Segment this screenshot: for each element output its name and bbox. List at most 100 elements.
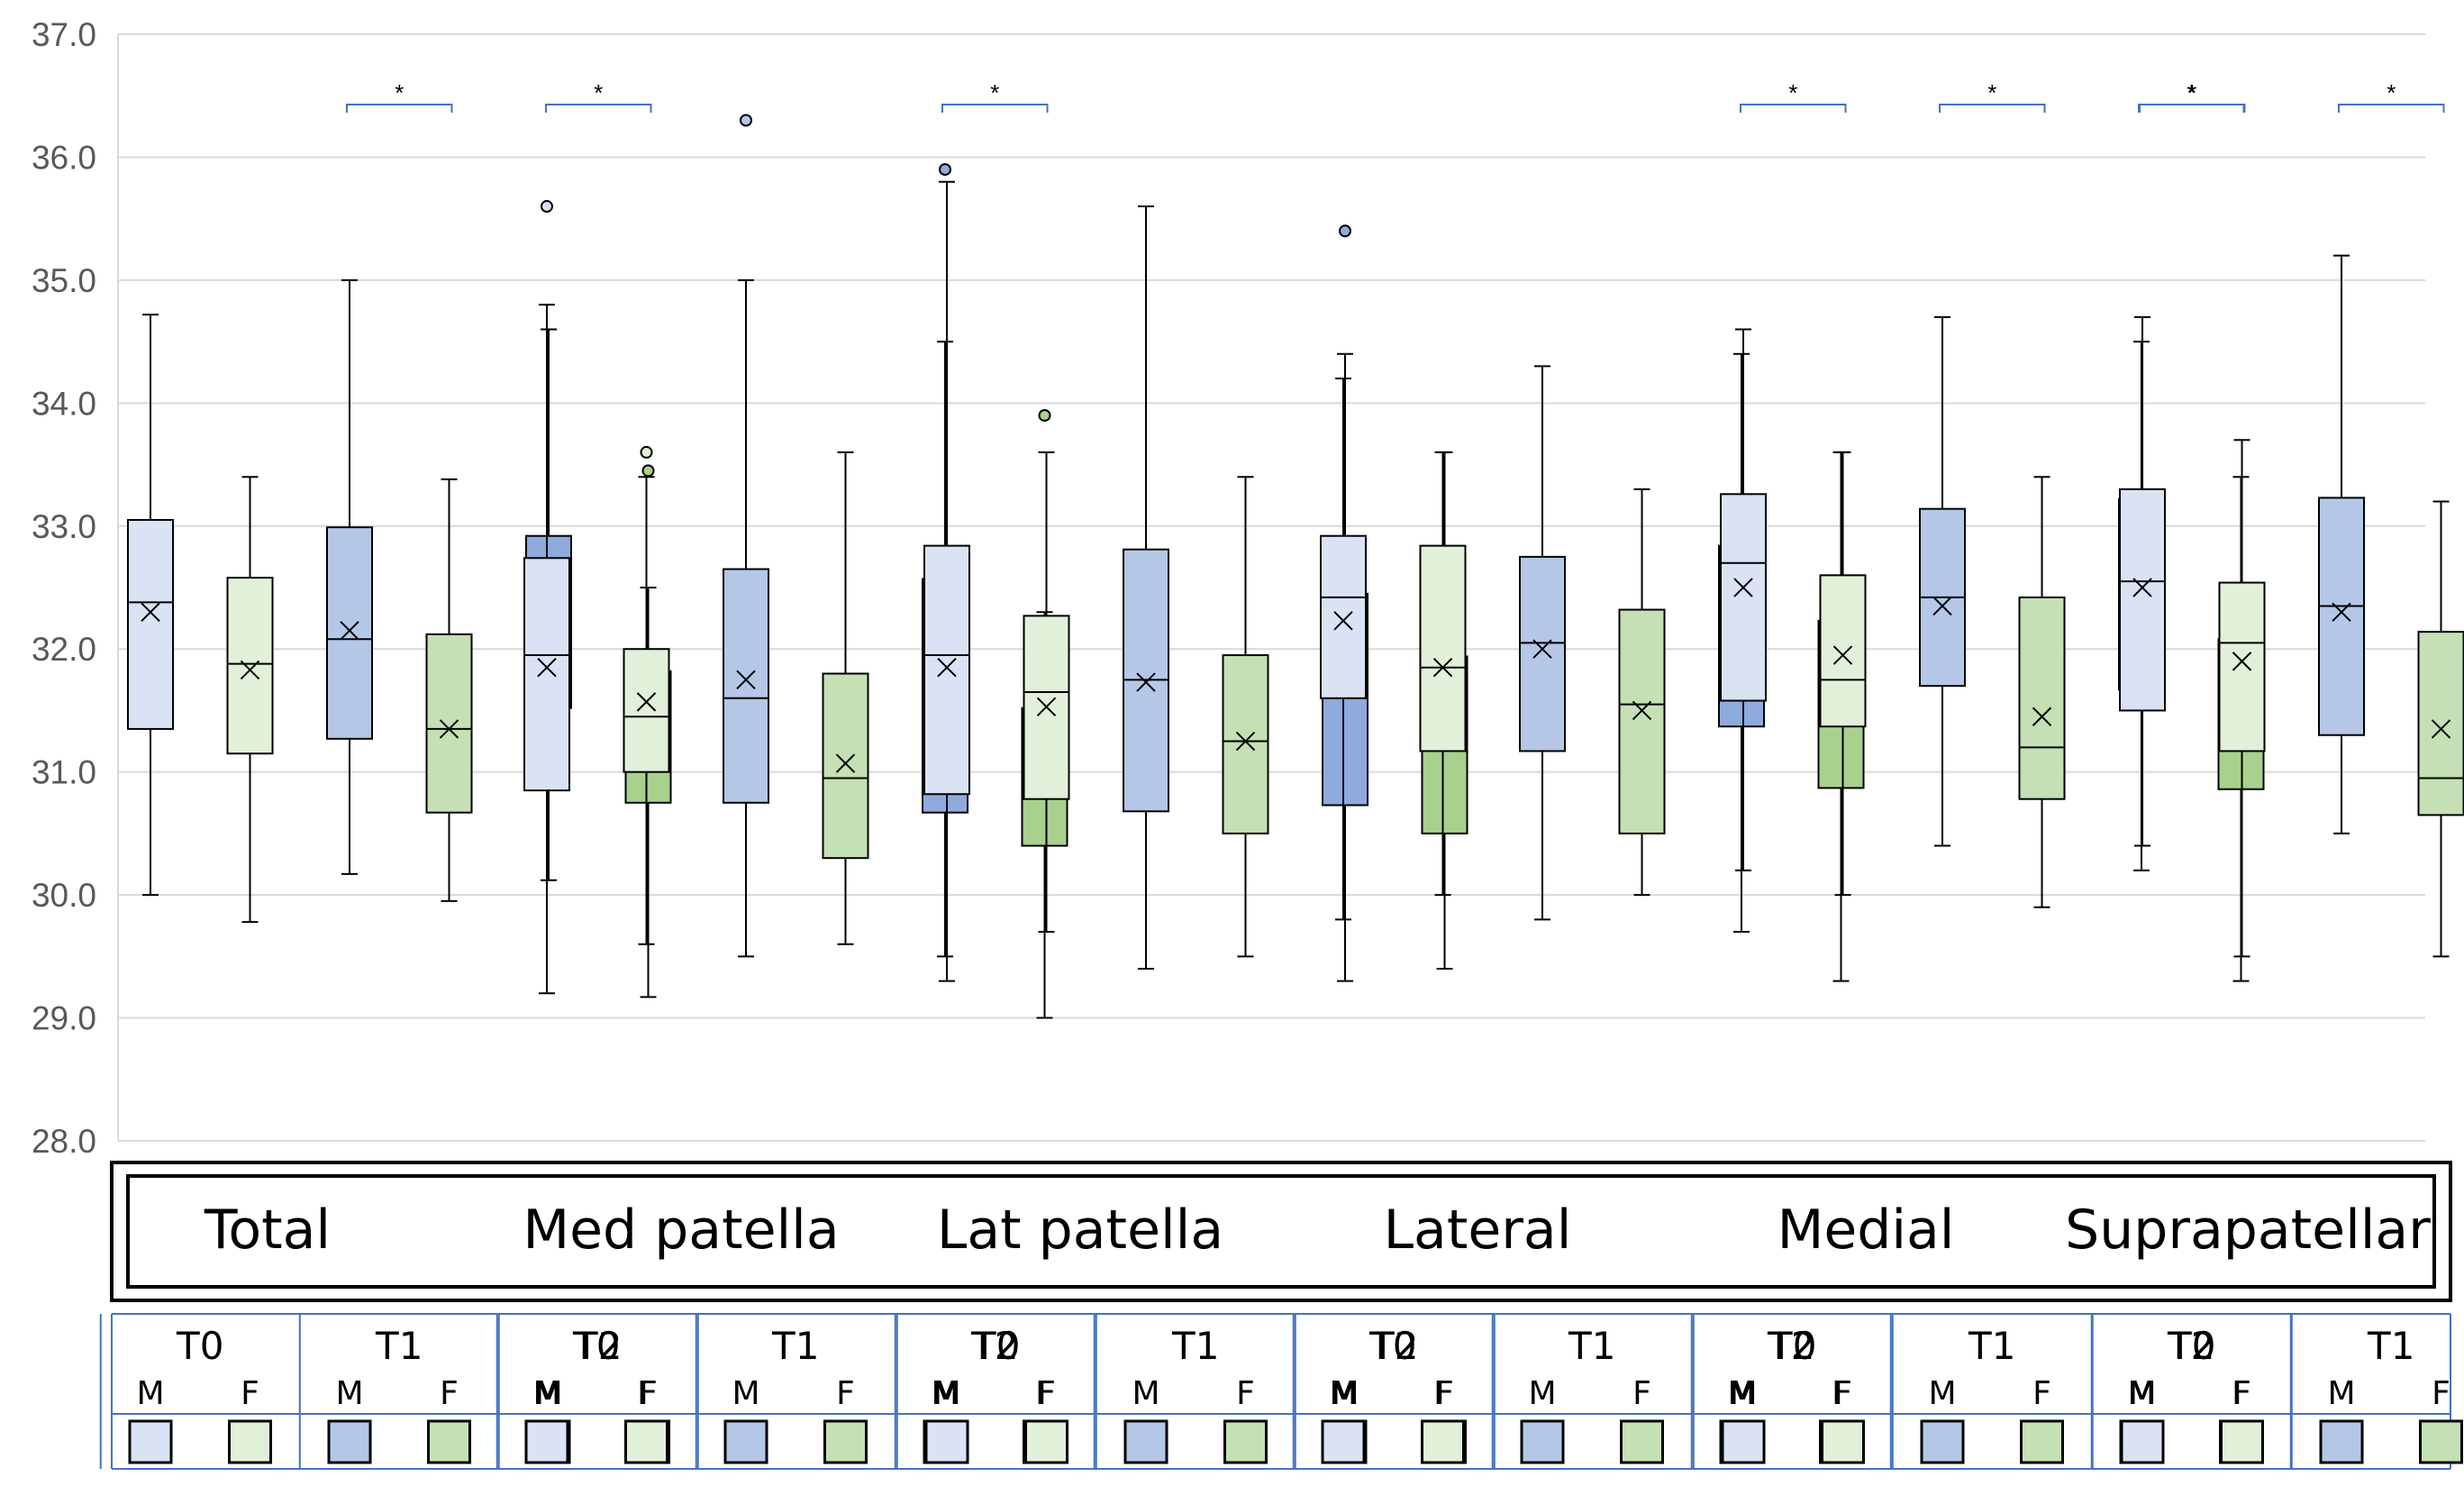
mean-marker	[2232, 652, 2252, 671]
significance-bracket-t1: *	[2338, 79, 2445, 113]
group-label: Medial	[1778, 1199, 1955, 1262]
box-t1-f	[1618, 488, 1666, 897]
significance-star: *	[990, 79, 999, 106]
y-tick-label: 37.0	[32, 16, 96, 53]
significance-brackets: *********	[346, 79, 2445, 113]
mean-marker	[937, 657, 957, 678]
sex-label-f: F	[1236, 1375, 1255, 1412]
bracket-line	[545, 104, 652, 113]
bracket-line	[941, 104, 1049, 113]
sex-label-m: M	[2327, 1375, 2355, 1412]
time-label-t0: T0	[572, 1324, 620, 1368]
box-iqr	[2119, 488, 2166, 712]
box-t0-m	[127, 314, 174, 897]
y-tick-label: 35.0	[32, 262, 96, 299]
sex-label-m: M	[1729, 1375, 1757, 1412]
y-tick-label: 29.0	[32, 1000, 96, 1037]
box-t0-f	[1419, 451, 1467, 897]
box-iqr	[623, 648, 670, 773]
box-iqr	[2218, 581, 2266, 752]
bracket-line	[2139, 104, 2246, 113]
sex-label-f: F	[440, 1375, 459, 1412]
mean-marker	[636, 692, 657, 712]
box-t1-f	[425, 478, 473, 902]
box-iqr	[2318, 497, 2365, 736]
legend-swatch-t0-m	[1321, 1419, 1366, 1464]
mean-marker	[1932, 596, 1952, 616]
mean-marker	[2332, 602, 2351, 622]
significance-star: *	[2187, 79, 2196, 106]
sex-label-m: M	[732, 1375, 759, 1412]
outlier-point	[1038, 408, 1051, 422]
box-t0-m	[523, 200, 570, 995]
box-iqr	[1618, 608, 1666, 834]
mean-marker	[1832, 645, 1853, 665]
legend-swatch-t1-m	[1520, 1419, 1565, 1464]
sex-label-m: M	[2127, 1375, 2155, 1412]
group-name-header: Total Med patella Lat patella Lateral Medial…	[110, 1161, 2452, 1302]
time-label-t1: T1	[1568, 1324, 1615, 1368]
y-tick-label: 30.0	[32, 877, 96, 914]
box-iqr	[1320, 534, 1367, 699]
legend-block-lat-patella: T0 T1 T2 M F M F M F	[896, 1314, 1496, 1469]
group-label: Med patella	[523, 1199, 839, 1262]
sex-label-m: M	[1727, 1375, 1755, 1412]
time-label-t1: T1	[2367, 1324, 2414, 1368]
legend-swatch-t1-m	[723, 1419, 768, 1464]
mean-marker	[1333, 611, 1353, 631]
box-t0-m	[923, 180, 970, 982]
sex-label-f: F	[1035, 1375, 1054, 1412]
group-label: Lat patella	[937, 1199, 1223, 1262]
significance-star: *	[594, 79, 603, 106]
time-label-t0: T0	[1368, 1324, 1416, 1368]
y-tick-label: 28.0	[32, 1123, 96, 1160]
mean-marker	[340, 621, 359, 641]
box-iqr	[2417, 631, 2464, 816]
significance-star: *	[1788, 79, 1797, 106]
sex-label-m: M	[532, 1375, 560, 1412]
legend-table: T0 T1 T2 M F M F M F T0 T1 T2 M F M F M F T0 T1 T2 M F M F M F T0 T1…	[99, 1313, 2463, 1470]
mean-marker	[2431, 719, 2451, 739]
sex-label-m: M	[1928, 1375, 1956, 1412]
legend-swatch-t1-m	[2319, 1419, 2364, 1464]
box-iqr	[523, 557, 570, 792]
mean-marker	[835, 753, 856, 773]
significance-star: *	[2187, 79, 2196, 106]
sex-label-f: F	[836, 1375, 855, 1412]
legend-swatch-t0-m	[924, 1419, 969, 1464]
y-tick-label: 36.0	[32, 139, 96, 176]
box-iqr	[1519, 555, 1566, 752]
sex-label-f: F	[639, 1375, 658, 1412]
legend-swatch-t0-f	[1024, 1419, 1068, 1464]
box-group-lateral	[1320, 352, 1865, 982]
time-label-t1: T1	[375, 1324, 423, 1368]
sex-label-f: F	[1037, 1375, 1056, 1412]
box-t1-m	[1919, 315, 1966, 847]
box-t0-f	[1023, 451, 1070, 934]
box-t1-m	[326, 278, 373, 875]
legend-swatch-t0-f	[624, 1419, 668, 1464]
box-group-suprapatellar	[2119, 254, 2464, 958]
mean-marker	[1136, 672, 1156, 692]
mean-marker	[2132, 578, 2152, 597]
box-t1-f	[822, 451, 869, 945]
time-label-t0: T0	[1768, 1324, 1816, 1368]
bracket-line	[346, 104, 453, 113]
significance-bracket-t2: *	[545, 79, 652, 113]
outlier-point	[740, 114, 752, 127]
sex-label-m: M	[932, 1375, 960, 1412]
sex-label-f: F	[1433, 1375, 1452, 1412]
significance-bracket-t2: *	[941, 79, 1049, 113]
sex-label-m: M	[931, 1375, 959, 1412]
bracket-line	[1740, 104, 1847, 113]
mean-marker	[2032, 707, 2052, 726]
bracket-line	[1939, 104, 2046, 113]
box-iqr	[127, 518, 174, 730]
mean-marker	[1632, 700, 1652, 721]
group-label: Lateral	[1384, 1199, 1572, 1262]
outlier-point	[1339, 224, 1351, 238]
y-axis: 28.0 29.0 30.0 31.0 32.0 33.0 34.0 35.0 36.0 37.0	[32, 16, 2425, 1160]
legend-swatch-t1-m	[327, 1419, 372, 1464]
box-group-total	[127, 278, 672, 998]
